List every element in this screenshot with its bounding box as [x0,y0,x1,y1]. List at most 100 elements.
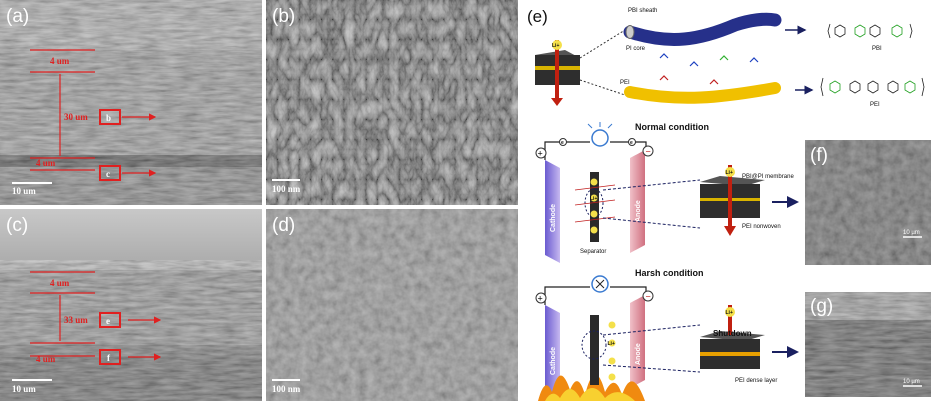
label: 100 nm [272,184,301,194]
label: 33 um [64,315,88,325]
shape [892,25,902,37]
label: PEI [870,102,880,108]
label: (c) [6,215,28,236]
label: Harsh condition [635,268,704,278]
label: PEI dense layer [735,378,777,384]
shape [821,78,924,96]
shape [868,81,878,93]
label: Li+ [552,43,559,49]
label: Cathode [550,347,557,375]
shape [855,25,865,37]
shape [660,76,718,84]
shape [592,130,608,146]
shape [591,179,598,186]
label: 4 um [36,354,56,364]
label: (d) [272,215,295,236]
label: PEI nonwoven [742,224,781,230]
label: 4 um [50,56,70,66]
shape [835,25,845,37]
label: 100 nm [272,384,301,394]
label: + [538,149,543,159]
panel-f: (f) 10 µm [805,140,931,265]
label: Anode [635,343,642,365]
shape [603,180,700,190]
label: (f) [810,145,828,166]
shape [609,374,616,381]
shape [724,226,736,236]
shape [609,322,616,329]
label: Li+ [608,341,615,347]
label: e [106,316,110,326]
shape [580,30,625,95]
label: PEI [620,80,630,86]
panel-g: (g) 10 µm [805,292,931,397]
shape [0,0,262,205]
shape [660,54,698,66]
label: PBI [872,46,882,52]
shape [588,122,612,128]
body: {"panels":{ "a":{"label":"(a)","dims":["… [0,0,931,401]
label: 10 um [12,384,36,394]
shape [785,30,812,90]
label: Separator [580,249,606,255]
label: Li+ [726,170,733,176]
label: Normal condition [635,122,709,132]
label: − [646,292,651,302]
page: html,body{margin:0;padding:0;background:… [0,0,931,401]
label: e [561,140,564,146]
shape [660,54,758,84]
panel-b: (b) 100 nm [266,0,518,205]
shape [888,81,898,93]
shape [609,322,616,381]
shape [700,352,760,356]
shape [830,81,840,93]
shape [266,0,518,205]
label: 4 um [36,158,56,168]
label: 10 µm [903,230,920,236]
shape [591,211,598,218]
label: PBI sheath [628,8,657,14]
label: (a) [6,6,29,27]
label: (b) [272,6,295,27]
shape [720,56,728,60]
label: PI core [626,46,646,52]
shape [580,30,625,58]
panel-a: (a) 4 um 30 um 4 um b c 10 um [0,0,262,205]
figure: (a) 4 um 30 um 4 um b c 10 um (b) 100 nm… [0,0,931,401]
shape [609,358,616,365]
label: + [538,294,543,304]
shape [551,98,563,106]
shape [603,365,700,372]
label: PBI@PI membrane [742,174,794,180]
shape [591,227,598,234]
label: Anode [635,200,642,222]
label: 10 um [12,186,36,196]
label: Li+ [726,310,733,316]
label: Li+ [590,196,597,202]
shape [603,180,700,228]
shape [850,81,860,93]
shape [750,58,758,62]
label: Cathode [550,204,557,232]
shape [905,81,915,93]
label: (e) [527,7,548,26]
label: e [630,140,633,146]
shape [630,295,645,388]
label: (g) [810,296,833,317]
label: c [106,169,110,179]
panel-c: (c) 4 um 33 um 4 um e f 10 um [0,209,262,401]
shape [630,88,775,98]
shape [266,209,518,401]
label: Shutdown [713,329,752,338]
label: 4 um [50,278,70,288]
shape [626,26,634,39]
label: 10 µm [903,379,920,385]
shape [603,325,700,372]
panel-d: (d) 100 nm [266,209,518,401]
label: b [106,113,111,123]
shape [580,80,625,95]
shape [603,325,700,335]
label: 30 um [64,112,88,122]
shape [630,19,775,39]
shape [603,218,700,228]
